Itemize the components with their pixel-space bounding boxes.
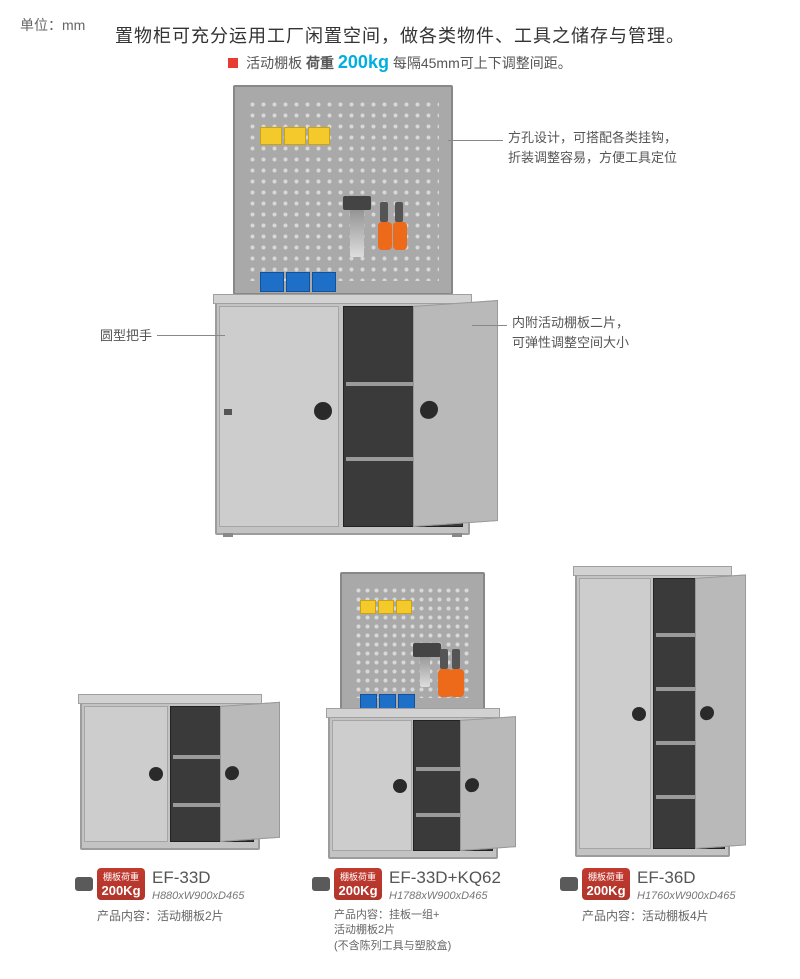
cabinet-door-right-open — [220, 702, 280, 842]
mini-cabinet — [328, 714, 498, 859]
load-badge: 棚板荷重 200Kg — [582, 868, 630, 900]
pegboard-panel — [340, 572, 485, 712]
round-handle-icon — [632, 707, 646, 721]
yellow-bin — [378, 600, 394, 614]
cabinet-top — [78, 694, 262, 704]
subline-suffix: 每隔45mm可上下调整间距。 — [393, 55, 572, 71]
product-desc: 产品内容：活动棚板4片 — [582, 908, 709, 925]
tall-cabinet — [575, 572, 730, 857]
cabinet-door-left — [332, 720, 412, 851]
yellow-bin — [260, 127, 282, 145]
badge-label: 棚板荷重 — [588, 872, 624, 882]
blue-bin — [379, 694, 396, 709]
hammer-icon — [420, 649, 430, 687]
cabinet-door-right-open — [413, 300, 498, 527]
hero-figure — [215, 85, 470, 545]
mini-cabinet — [80, 700, 260, 850]
dimensions: H1760xW900xD465 — [637, 890, 735, 902]
round-handle-icon — [393, 779, 407, 793]
product-desc: 产品内容：活动棚板2片 — [97, 908, 224, 925]
annotation-line — [448, 140, 503, 141]
dimensions: H880xW900xD465 — [152, 890, 244, 902]
badge-value: 200Kg — [582, 883, 630, 898]
badge-value: 200Kg — [97, 883, 145, 898]
model-name: EF-33D+KQ62 — [389, 868, 501, 888]
badge-label: 棚板荷重 — [340, 872, 376, 882]
model-name: EF-36D — [637, 868, 696, 888]
blue-bin — [286, 272, 310, 292]
annotation-pegboard: 方孔设计，可搭配各类挂钩， 折装调整容易，方便工具定位 — [508, 128, 677, 167]
cabinet-foot — [223, 533, 233, 537]
product-ef-36d — [575, 572, 733, 862]
round-handle-icon — [465, 778, 479, 793]
yellow-bin — [308, 127, 330, 145]
hero-cabinet — [215, 300, 470, 535]
cabinet-top — [213, 294, 472, 304]
cabinet-door-left — [84, 706, 168, 842]
badge-label: 棚板荷重 — [103, 872, 139, 882]
badge-value: 200Kg — [334, 883, 382, 898]
round-handle-icon — [225, 766, 239, 781]
load-badge: 棚板荷重 200Kg — [334, 868, 382, 900]
yellow-bin — [360, 600, 376, 614]
yellow-bin — [284, 127, 306, 145]
blue-bin — [312, 272, 336, 292]
cabinet-foot — [452, 533, 462, 537]
pliers-icon — [380, 202, 390, 252]
product-ef-33d-kq62 — [328, 572, 498, 862]
lock-badge-icon — [312, 877, 330, 891]
model-name: EF-33D — [152, 868, 211, 888]
pliers-icon — [395, 202, 405, 252]
blue-bin — [360, 694, 377, 709]
cabinet-door-right-open — [695, 574, 746, 849]
cabinet-door-right-open — [460, 716, 516, 851]
load-badge: 棚板荷重 200Kg — [97, 868, 145, 900]
product-desc: 产品内容：挂板一组+ 活动棚板2片 (不含陈列工具与塑胶盒) — [334, 908, 451, 954]
cabinet-top — [573, 566, 732, 576]
annotation-shelf: 内附活动棚板二片， 可弹性调整空间大小 — [512, 313, 629, 352]
catalog-page: 单位：mm 置物柜可充分运用工厂闲置空间，做各类物件、工具之储存与管理。 活动棚… — [0, 0, 800, 979]
pliers-icon — [440, 649, 448, 685]
blue-bin — [398, 694, 415, 709]
round-handle-icon — [420, 400, 438, 419]
annotation-line — [157, 335, 225, 336]
red-square-icon — [228, 58, 238, 68]
subline-prefix: 活动棚板 — [246, 55, 302, 71]
load-label: 荷重 — [306, 55, 334, 71]
round-handle-icon — [149, 767, 163, 781]
blue-bin — [260, 272, 284, 292]
product-ef-33d — [80, 700, 265, 860]
headline: 置物柜可充分运用工厂闲置空间，做各类物件、工具之储存与管理。 — [0, 22, 800, 48]
hammer-icon — [350, 202, 364, 257]
dimensions: H1788xW900xD465 — [389, 890, 487, 902]
pegboard-panel — [233, 85, 453, 295]
cabinet-door-left — [219, 306, 339, 527]
annotation-handle: 圆型把手 — [100, 326, 152, 346]
round-handle-icon — [314, 402, 332, 420]
round-handle-icon — [700, 706, 714, 721]
cabinet-top — [326, 708, 500, 718]
load-value: 200kg — [338, 52, 389, 72]
annotation-line — [472, 325, 507, 326]
cabinet-door-left — [579, 578, 651, 849]
lock-icon — [224, 409, 232, 415]
pliers-icon — [452, 649, 460, 685]
yellow-bin — [396, 600, 412, 614]
lock-badge-icon — [560, 877, 578, 891]
subline: 活动棚板 荷重 200kg 每隔45mm可上下调整间距。 — [0, 52, 800, 73]
lock-badge-icon — [75, 877, 93, 891]
